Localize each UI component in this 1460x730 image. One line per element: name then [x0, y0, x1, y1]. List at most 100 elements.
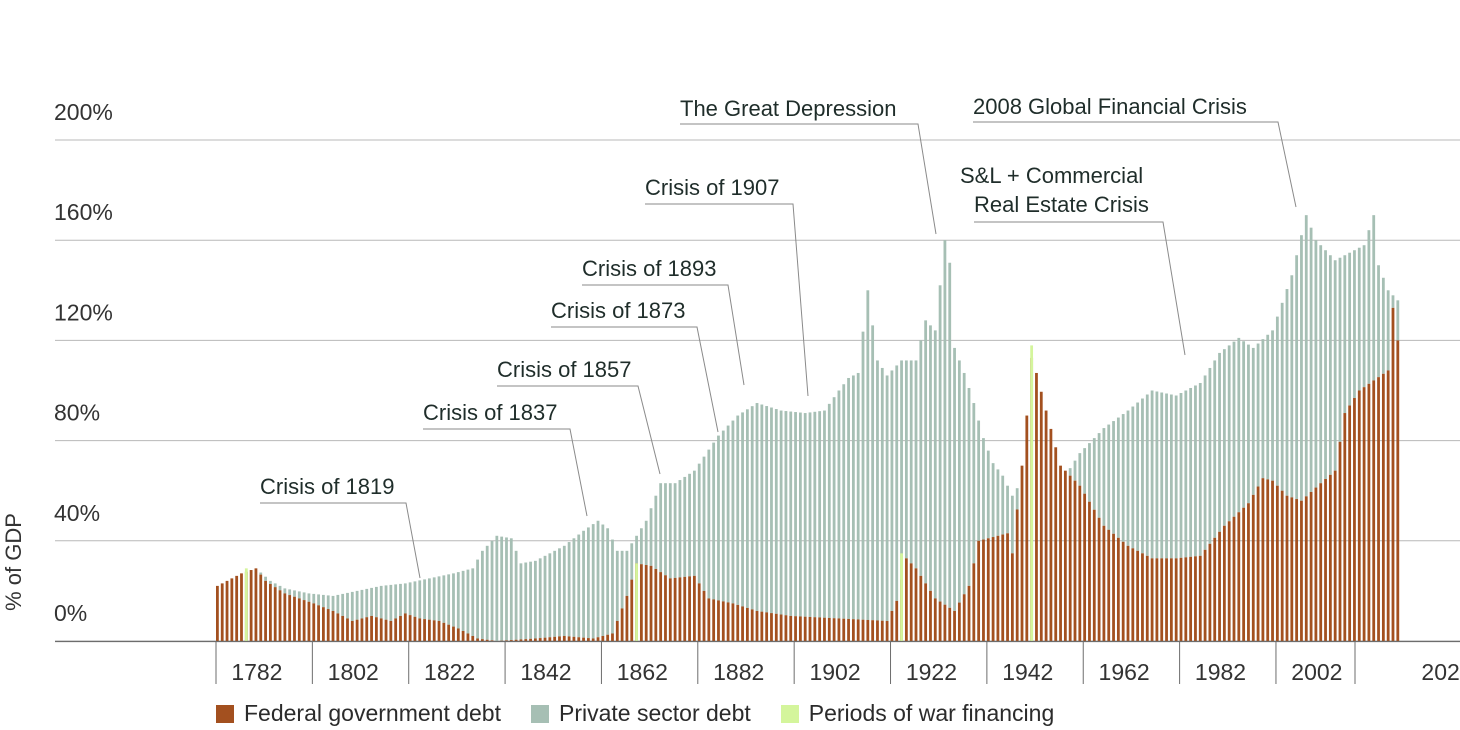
private-debt-bar [1198, 382, 1202, 556]
federal-debt-bar [1242, 507, 1246, 641]
private-debt-bar [1290, 275, 1294, 498]
federal-debt-bar [818, 617, 822, 641]
y-tick-label: 0% [54, 600, 87, 626]
federal-debt-bar [394, 618, 398, 641]
federal-debt-bar [1141, 553, 1144, 641]
private-debt-bar [842, 384, 846, 619]
federal-debt-bar [591, 638, 595, 641]
annotation-leader-line [551, 326, 719, 433]
annotation: Crisis of 1857 [497, 357, 661, 475]
federal-debt-bar [577, 637, 581, 641]
federal-debt-bar [1020, 465, 1024, 641]
private-debt-bar [1160, 392, 1164, 559]
private-debt-bar [447, 574, 451, 625]
federal-debt-bar [741, 606, 744, 641]
federal-debt-bar [249, 570, 253, 641]
private-debt-bar [1189, 387, 1193, 557]
private-debt-bar [625, 550, 629, 596]
federal-debt-bar [639, 564, 643, 641]
private-debt-bar [943, 240, 947, 605]
legend-label-war: Periods of war financing [808, 700, 1055, 726]
federal-debt-bar [278, 590, 282, 641]
private-debt-bar [288, 589, 292, 596]
legend-item-war: Periods of war financing [780, 700, 1055, 727]
federal-debt-bar [399, 615, 402, 641]
private-debt-bar [1169, 394, 1173, 559]
federal-debt-bar [529, 638, 532, 641]
federal-debt-bar [1338, 441, 1342, 641]
federal-debt-bar [259, 574, 263, 641]
federal-debt-bar [760, 611, 764, 641]
private-debt-bar [1386, 290, 1390, 371]
federal-debt-bar [427, 619, 431, 641]
private-debt-bar [1121, 414, 1125, 542]
federal-debt-bar [1261, 478, 1265, 641]
private-debt-bar [688, 473, 691, 577]
federal-debt-bar [1290, 497, 1294, 641]
private-debt-bar [399, 583, 402, 616]
private-debt-bar [582, 530, 585, 638]
federal-debt-bar [1372, 380, 1376, 641]
federal-debt-bar [1208, 543, 1212, 641]
federal-debt-bar [774, 613, 778, 641]
private-debt-bar [639, 528, 643, 565]
private-debt-bar [586, 527, 590, 639]
federal-debt-bar [476, 638, 479, 641]
private-debt-bar [697, 463, 701, 584]
x-tick-label: 1902 [809, 659, 860, 685]
legend: Federal government debt Private sector d… [216, 700, 1084, 727]
federal-debt-bar [1391, 307, 1395, 641]
private-debt-bar [615, 550, 619, 621]
private-debt-bar [1381, 277, 1385, 374]
legend-label-private: Private sector debt [559, 700, 751, 726]
private-debt-bar [1073, 460, 1077, 481]
war-financing-bar [900, 553, 903, 641]
y-tick-label: 120% [54, 299, 113, 325]
federal-debt-bar [890, 610, 894, 641]
federal-debt-bar [509, 640, 513, 641]
federal-debt-bar [1353, 398, 1356, 641]
private-debt-bar [1131, 406, 1135, 549]
private-debt-bar [601, 524, 605, 636]
federal-debt-bar [1073, 480, 1077, 641]
federal-debt-bar [321, 607, 325, 641]
private-debt-bar [1136, 402, 1140, 551]
federal-debt-bar [1367, 383, 1371, 641]
private-debt-bar [977, 420, 981, 541]
federal-debt-bar [1145, 555, 1149, 641]
federal-debt-bar [832, 618, 836, 641]
federal-debt-bar [1160, 558, 1164, 641]
legend-swatch-war [780, 704, 799, 723]
war-financing-bars [244, 345, 1034, 641]
federal-debt-bar [798, 616, 802, 641]
private-debt-bar [1372, 215, 1376, 381]
private-debt-bar [635, 535, 638, 564]
federal-debt-bar [842, 618, 846, 641]
private-debt-bar [365, 588, 369, 618]
private-debt-bar [1179, 393, 1183, 558]
private-debt-bar [900, 360, 903, 580]
private-debt-bar [659, 483, 663, 573]
federal-debt-bar [1035, 372, 1038, 641]
private-debt-bar [529, 561, 532, 639]
federal-debt-bar [1059, 465, 1062, 641]
federal-debt-bar [341, 615, 345, 641]
x-tick-label: 1922 [906, 659, 957, 685]
x-tick-label: 1862 [617, 659, 668, 685]
private-debt-bar [871, 325, 875, 621]
annotation: Crisis of 1837 [423, 400, 588, 517]
crisis-annotations: Crisis of 1819 Crisis of 1837 Crisis of 18… [260, 94, 1297, 579]
federal-debt-bar [803, 616, 807, 641]
federal-debt-bar [904, 558, 908, 641]
federal-debt-bar [480, 639, 484, 641]
private-debt-bar [543, 555, 547, 638]
federal-debt-bar [1343, 413, 1347, 641]
federal-debt-bar [365, 617, 369, 641]
private-debt-bar [442, 575, 446, 623]
federal-debt-bar [572, 636, 576, 641]
federal-debt-bar [1102, 525, 1106, 641]
private-debt-bar [1001, 475, 1005, 535]
federal-debt-bar [1222, 525, 1226, 641]
private-debt-bar [418, 580, 422, 619]
federal-debt-bar [1213, 537, 1217, 641]
